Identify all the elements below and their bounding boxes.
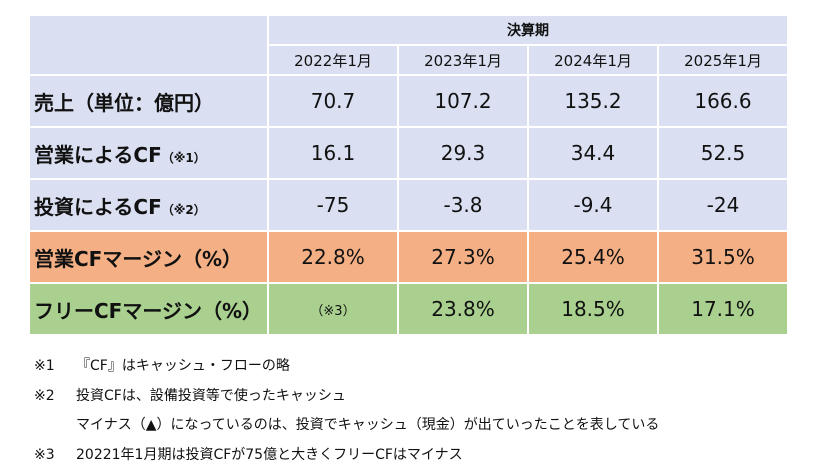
row-label: 営業によるCF（※1）	[28, 126, 269, 180]
table-cell: 17.1%	[657, 282, 789, 336]
footnote: ※1 『CF』はキャッシュ・フローの略	[34, 358, 290, 374]
table-row-investing-cf: 投資によるCF（※2） -75 -3.8 -9.4 -24	[28, 178, 789, 232]
row-label: フリーCFマージン（%）	[28, 282, 269, 336]
table-cell: 70.7	[267, 74, 399, 128]
column-header: 2023年1月	[397, 44, 529, 76]
table-cell: 29.3	[397, 126, 529, 180]
cash-flow-table: 決算期 2022年1月 2023年1月 2024年1月 2025年1月 売上（単…	[28, 14, 789, 336]
table-cell: 25.4%	[527, 230, 659, 284]
table-cell: -3.8	[397, 178, 529, 232]
table-cell: 18.5%	[527, 282, 659, 336]
column-header: 2022年1月	[267, 44, 399, 76]
footnotes: ※1 『CF』はキャッシュ・フローの略 ※2 投資CFは、設備投資等で使ったキャッシ…	[34, 352, 659, 470]
table-cell: 166.6	[657, 74, 789, 128]
row-label: 売上（単位：億円）	[28, 74, 269, 128]
table-cell: 135.2	[527, 74, 659, 128]
table-cell: 34.4	[527, 126, 659, 180]
group-header: 決算期	[267, 14, 789, 46]
table-cell: 22.8%	[267, 230, 399, 284]
table-row-operating-cf-margin: 営業CFマージン（%） 22.8% 27.3% 25.4% 31.5%	[28, 230, 789, 284]
table-cell: 31.5%	[657, 230, 789, 284]
column-header: 2025年1月	[657, 44, 789, 76]
table-row-operating-cf: 営業によるCF（※1） 16.1 29.3 34.4 52.5	[28, 126, 789, 180]
table-cell: （※3）	[267, 282, 399, 336]
table-cell: -9.4	[527, 178, 659, 232]
table-cell: 52.5	[657, 126, 789, 180]
column-header: 2024年1月	[527, 44, 659, 76]
table-row-sales: 売上（単位：億円） 70.7 107.2 135.2 166.6	[28, 74, 789, 128]
footnote-ref: （※2）	[161, 202, 206, 217]
table-cell: 107.2	[397, 74, 529, 128]
table-cell: -75	[267, 178, 399, 232]
table-row-free-cf-margin: フリーCFマージン（%） （※3） 23.8% 18.5% 17.1%	[28, 282, 789, 336]
footnote-ref: （※1）	[161, 150, 206, 165]
table-cell: 23.8%	[397, 282, 529, 336]
footnote: ※3 20221年1月期は投資CFが75億と大きくフリーCFはマイナス	[34, 446, 463, 463]
table-cell: 27.3%	[397, 230, 529, 284]
footnote: マイナス（▲）になっているのは、投資でキャッシュ（現金）が出ていったことを表して…	[76, 417, 660, 433]
table-cell: -24	[657, 178, 789, 232]
corner-cell	[28, 14, 269, 76]
row-label: 投資によるCF（※2）	[28, 178, 269, 232]
row-label: 営業CFマージン（%）	[28, 230, 269, 284]
table-cell: 16.1	[267, 126, 399, 180]
footnote: ※2 投資CFは、設備投資等で使ったキャッシュ	[34, 387, 346, 404]
